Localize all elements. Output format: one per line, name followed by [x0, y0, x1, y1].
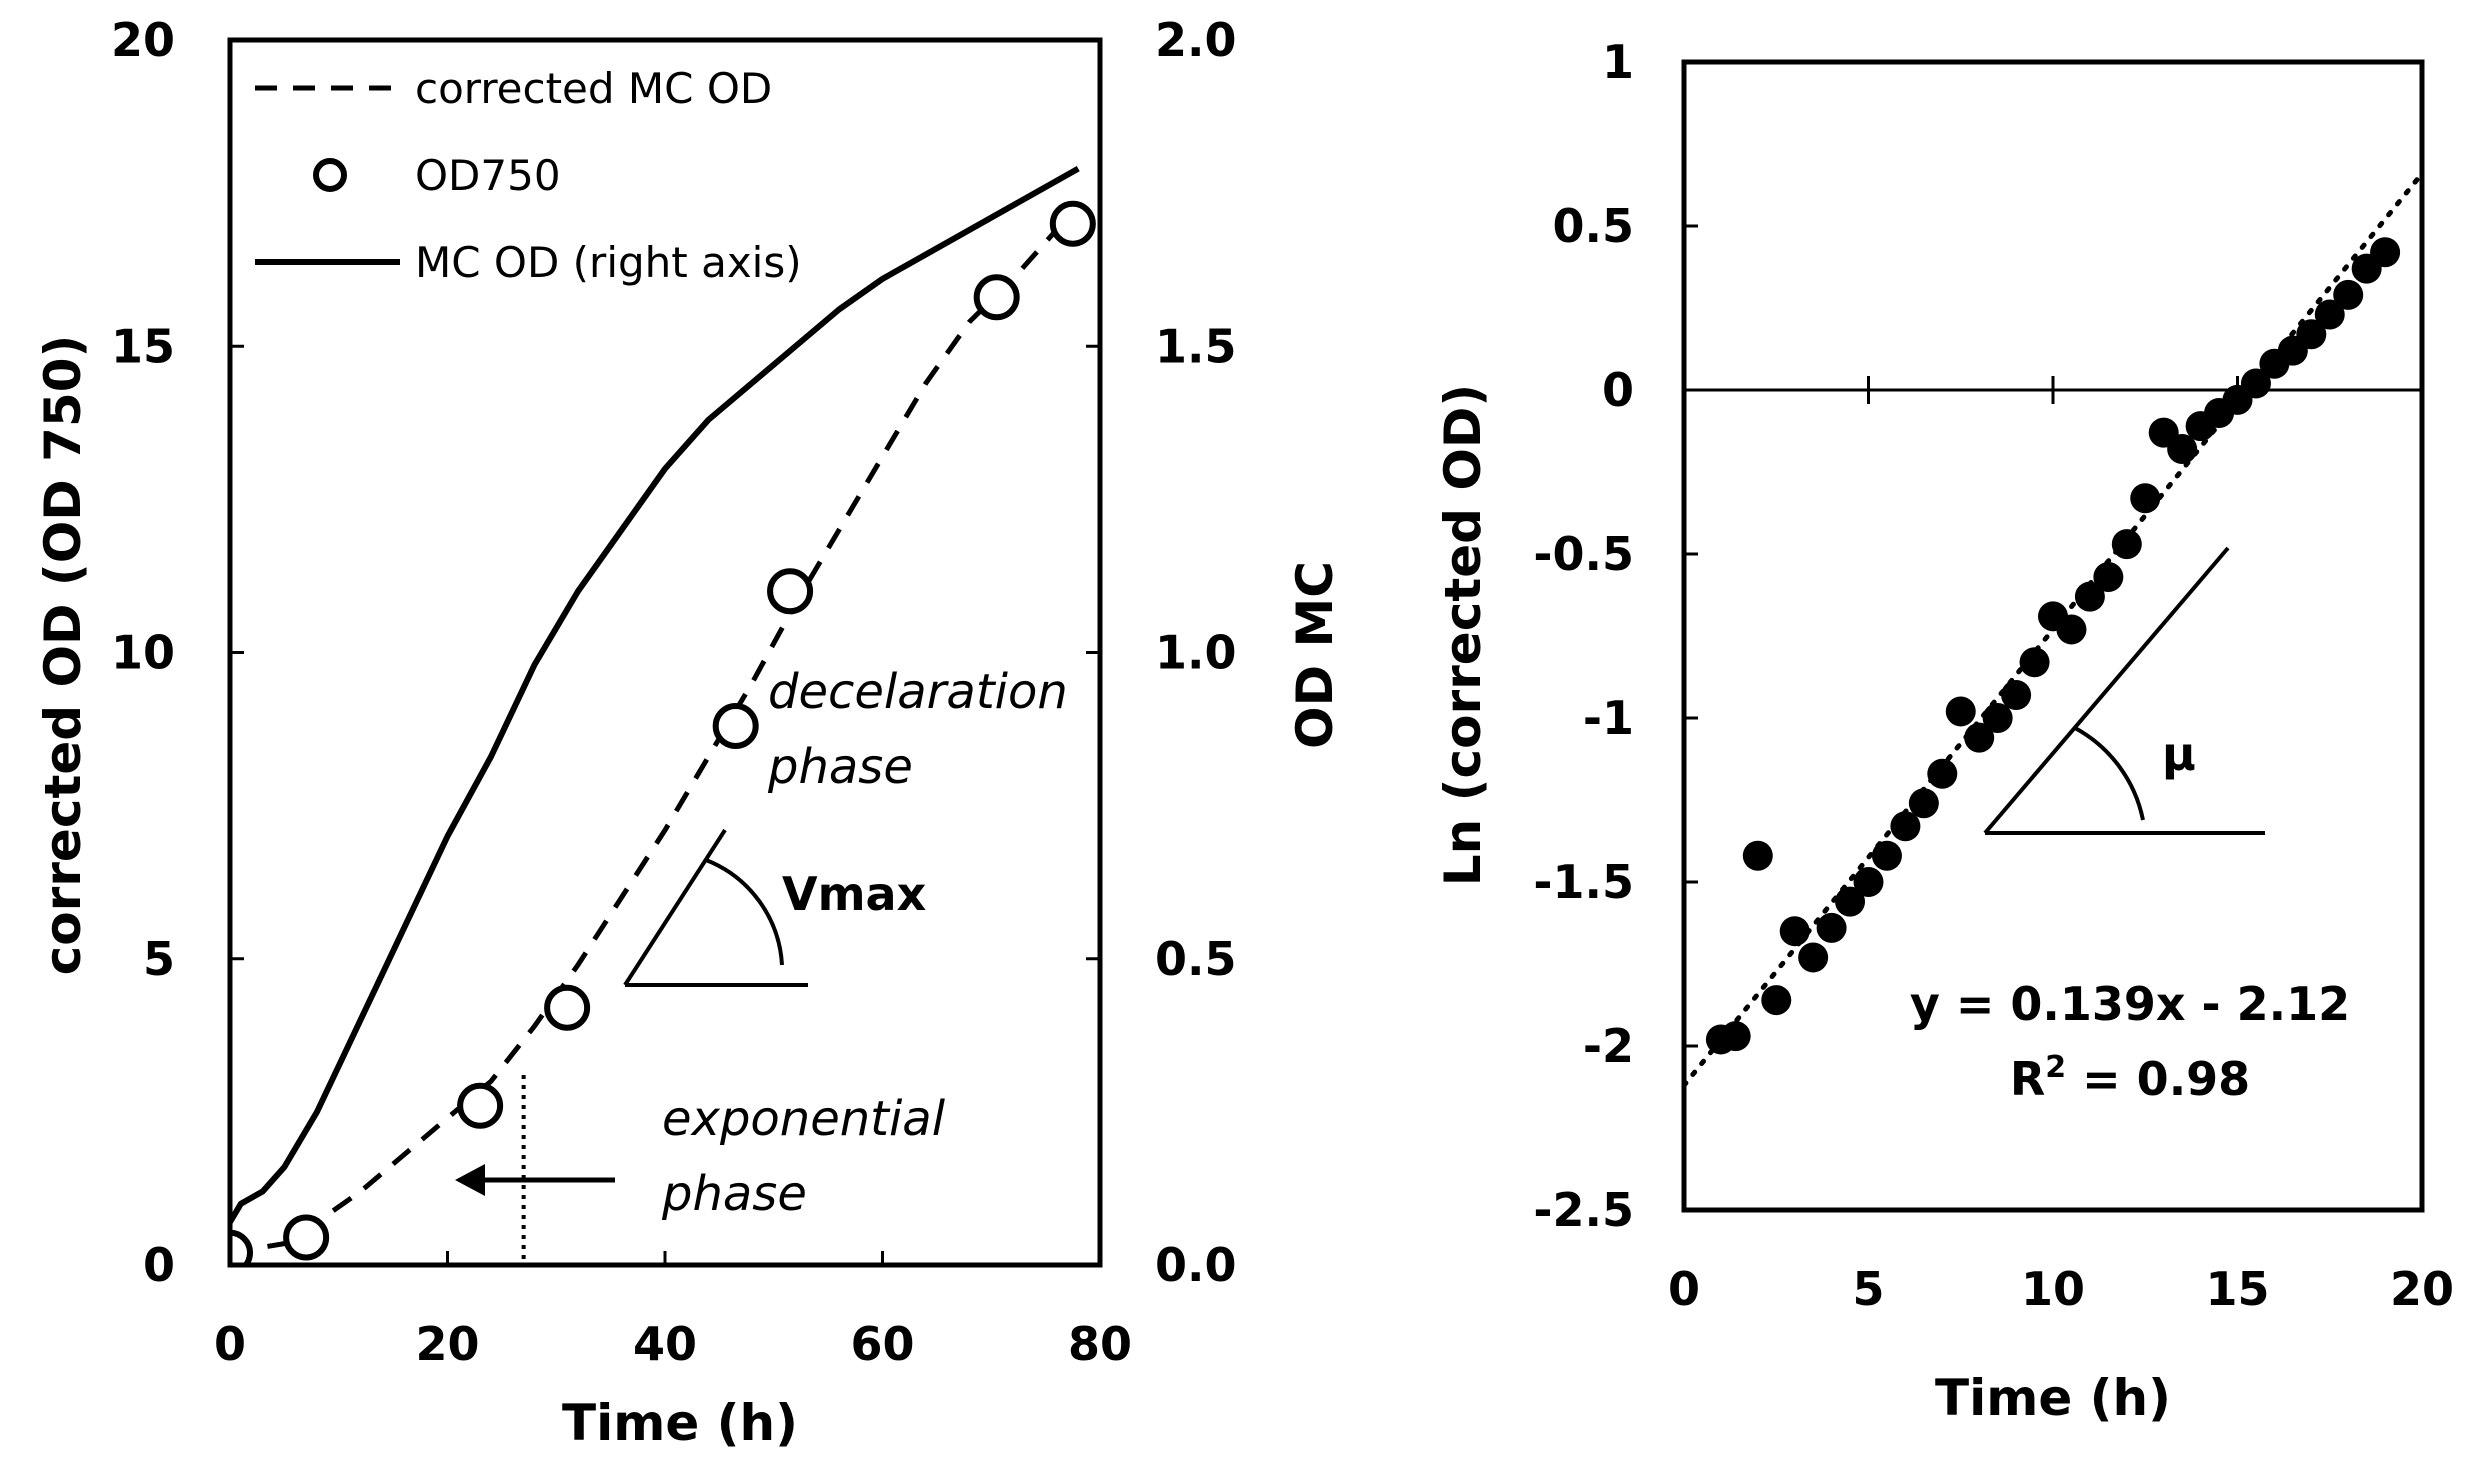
- y-tick-label-2: 0.5: [1553, 199, 1635, 253]
- x-tick-label: 80: [1068, 1317, 1132, 1371]
- plot-frame-2: [1681, 59, 2425, 1213]
- od750-point: [712, 703, 759, 749]
- legend-label-mc: MC OD (right axis): [415, 238, 802, 287]
- data-point: [1890, 811, 1921, 842]
- growth-curve-chart: 0 20 40 60 80 0 5 10 15 20 0.0 0.5 1.0 1.5 2.0 Time (h…: [34, 13, 1344, 1452]
- od750-point: [973, 274, 1020, 321]
- y2-tick-label: 0.0: [1155, 1238, 1237, 1292]
- r-squared: R2 = 0.98: [2010, 1050, 2250, 1106]
- od750-point: [1049, 200, 1096, 247]
- y2-tick-label: 2.0: [1155, 13, 1237, 67]
- vmax-angle-symbol: [623, 828, 808, 987]
- legend-label-corrected: corrected MC OD: [415, 64, 772, 113]
- exp-arrow: [455, 1164, 615, 1196]
- series-mc-od-line: [230, 166, 1080, 1224]
- y-tick-label: 0: [143, 1238, 175, 1292]
- y-tick-label: 10: [111, 626, 175, 680]
- y-tick-label-2: -1.5: [1533, 855, 1634, 909]
- y2-tick-label: 0.5: [1155, 932, 1237, 986]
- data-point: [2056, 614, 2087, 645]
- decel-phase-label-2: phase: [767, 739, 913, 795]
- trendline-equation: y = 0.139x - 2.12: [1910, 977, 2350, 1031]
- data-point: [2333, 279, 2364, 310]
- r2-sup: 2: [2045, 1050, 2066, 1085]
- y2-tick-label: 1.0: [1155, 626, 1237, 680]
- y-tick-label-2: -1: [1583, 691, 1634, 745]
- data-point: [2093, 561, 2124, 592]
- mu-label: μ: [2162, 727, 2196, 781]
- x-tick-label-2: 10: [2021, 1262, 2085, 1316]
- decel-phase-label: decelaration: [768, 664, 1068, 720]
- data-point: [1816, 912, 1847, 943]
- od750-point: [230, 1229, 253, 1265]
- vmax-label: Vmax: [782, 867, 926, 921]
- data-point: [1761, 985, 1792, 1016]
- x-tick-label: 20: [415, 1317, 479, 1371]
- log-plot-chart: 0 5 10 15 20 1 0.5 0 -0.5 -1 -1.5 -2 -2.5 Time (h) L…: [1434, 35, 2454, 1427]
- y2-tick-label: 1.5: [1155, 319, 1237, 373]
- data-point: [1779, 916, 1810, 947]
- x-tick-label-2: 15: [2205, 1262, 2269, 1316]
- data-point: [1835, 886, 1866, 917]
- r2-prefix: R: [2010, 1052, 2045, 1106]
- data-point: [1908, 788, 1939, 819]
- x-tick-label: 40: [633, 1317, 697, 1371]
- plot-frame: [227, 37, 1103, 1268]
- data-point: [1798, 942, 1829, 973]
- data-point: [1720, 1021, 1751, 1052]
- x-tick-label-2: 5: [1852, 1262, 1884, 1316]
- legend: corrected MC OD OD750 MC OD (right axis): [255, 64, 802, 287]
- data-point: [1982, 703, 2013, 733]
- od750-point: [283, 1214, 330, 1261]
- y-tick-label-2: -2.5: [1533, 1183, 1634, 1237]
- legend-label-od750: OD750: [415, 151, 561, 200]
- data-point: [1945, 696, 1976, 727]
- data-point: [1927, 758, 1958, 789]
- od750-point: [457, 1082, 504, 1129]
- data-point: [2111, 529, 2142, 560]
- legend-open-circle: [313, 158, 347, 192]
- y-tick-label-2: 1: [1602, 35, 1634, 89]
- y-tick-label: 20: [111, 13, 175, 67]
- y-tick-label: 5: [143, 932, 175, 986]
- y-tick-label-2: -0.5: [1533, 527, 1634, 581]
- x-axis-label: Time (h): [562, 1394, 798, 1452]
- y-tick-label-2: 0: [1602, 363, 1634, 417]
- exp-phase-label-2: phase: [661, 1166, 807, 1222]
- y-axis-label-2: Ln (corrected OD): [1434, 384, 1492, 886]
- od750-point: [544, 984, 591, 1031]
- od750-point: [767, 568, 814, 615]
- y2-axis-label: OD MC: [1286, 561, 1344, 749]
- data-point: [2296, 319, 2327, 350]
- data-point: [1871, 840, 1902, 871]
- data-point: [2314, 299, 2345, 330]
- data-point: [1853, 867, 1884, 897]
- data-point: [2019, 647, 2050, 678]
- y-tick-label: 15: [111, 319, 175, 373]
- x-tick-label: 0: [214, 1317, 246, 1371]
- r2-value: = 0.98: [2066, 1052, 2250, 1106]
- y-tick-label-2: -2: [1583, 1019, 1634, 1073]
- data-point: [2001, 680, 2032, 711]
- mu-angle-symbol: [1983, 546, 2265, 835]
- series-corrected-line: [230, 203, 1081, 1256]
- x-axis-label-2: Time (h): [1935, 1369, 2171, 1427]
- x-tick-label-2: 0: [1668, 1262, 1700, 1316]
- y-axis-label: corrected OD (OD 750): [34, 335, 92, 976]
- exp-phase-label: exponential: [662, 1091, 946, 1147]
- x-tick-label-2: 20: [2390, 1262, 2454, 1316]
- data-point: [2167, 434, 2198, 465]
- data-point: [2074, 581, 2105, 612]
- data-point: [1742, 840, 1773, 871]
- data-point: [1964, 722, 1995, 753]
- data-point: [2370, 237, 2401, 268]
- x-tick-label: 60: [850, 1317, 914, 1371]
- data-point: [2130, 483, 2161, 514]
